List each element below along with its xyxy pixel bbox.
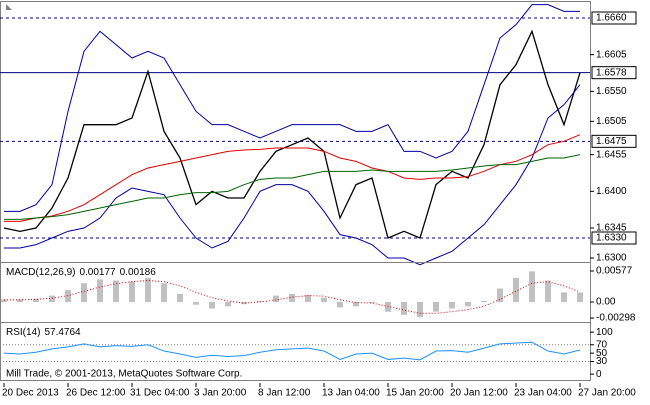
histogram-bar xyxy=(545,280,551,303)
y-tick-label: 0.00 xyxy=(596,297,616,308)
x-tick-label: 15 Jan 20:00 xyxy=(386,388,444,399)
histogram-bar xyxy=(65,290,71,303)
histogram-bar xyxy=(449,302,455,309)
series-line xyxy=(4,134,581,222)
histogram-bar xyxy=(97,279,103,303)
histogram-bar xyxy=(49,295,55,303)
histogram-bar xyxy=(529,271,535,303)
level-label-box xyxy=(591,11,637,25)
y-tick-label: 1.6455 xyxy=(596,149,627,160)
histogram-bar xyxy=(433,302,439,312)
level-label: 1.6330 xyxy=(596,233,627,244)
x-tick-label: 20 Jan 12:00 xyxy=(450,388,508,399)
histogram-bar xyxy=(145,277,151,303)
series-line xyxy=(3,29,581,239)
histogram-bar xyxy=(385,302,391,312)
y-tick-label: 1.6505 xyxy=(596,116,627,127)
y-tick-label: 70 xyxy=(596,339,608,350)
histogram-bar xyxy=(337,302,343,308)
level-label-box xyxy=(591,231,637,245)
y-tick-label: 30 xyxy=(596,356,608,367)
x-tick-label: 27 Jan 20:00 xyxy=(578,388,636,399)
y-tick-label: 1.6400 xyxy=(596,186,627,197)
histogram-bar xyxy=(497,288,503,303)
chart-icon xyxy=(6,4,12,10)
histogram-bar xyxy=(129,281,135,303)
indicator-value: MACD(12,26,9) xyxy=(6,267,75,278)
indicator-value: 57.4764 xyxy=(44,327,81,338)
histogram-bar xyxy=(401,302,407,315)
x-tick-label: 3 Jan 20:00 xyxy=(194,388,247,399)
level-label: 1.6475 xyxy=(596,136,627,147)
histogram-bar xyxy=(241,302,247,305)
histogram-bar xyxy=(289,293,295,303)
y-tick-label: 50 xyxy=(596,348,608,359)
panel-frame xyxy=(0,322,591,381)
y-tick-label: 100 xyxy=(596,327,613,338)
y-tick-label: 1.6550 xyxy=(596,86,627,97)
x-tick-label: 13 Jan 04:00 xyxy=(322,388,380,399)
series-line xyxy=(4,84,581,266)
y-tick-label: 0 xyxy=(596,369,602,380)
indicator-value: 0.00177 xyxy=(79,267,116,278)
x-tick-label: 23 Jan 04:00 xyxy=(514,388,572,399)
x-tick-label: 8 Jan 12:00 xyxy=(258,388,311,399)
histogram-bar xyxy=(321,297,327,303)
level-label-box xyxy=(591,66,637,80)
level-label: 1.6578 xyxy=(596,67,627,78)
x-tick-label: 20 Dec 2013 xyxy=(2,388,59,399)
histogram-bar xyxy=(465,302,471,307)
histogram-bar xyxy=(161,283,167,303)
indicator-title: RSI(14) 57.4764 xyxy=(6,327,81,338)
histogram-bar xyxy=(33,298,39,303)
level-label: 1.6660 xyxy=(596,13,627,24)
histogram-bar xyxy=(81,283,87,303)
histogram-bar xyxy=(417,302,423,318)
histogram-bar xyxy=(177,293,183,303)
histogram-bar xyxy=(273,295,279,303)
y-tick-label: 1.6345 xyxy=(596,223,627,234)
histogram-bar xyxy=(209,302,215,309)
level-label-box xyxy=(591,134,637,148)
histogram-bar xyxy=(577,292,583,303)
histogram-bar xyxy=(17,299,23,303)
histogram-bar xyxy=(225,302,231,307)
histogram-bar xyxy=(481,300,487,303)
histogram-bar xyxy=(353,302,359,307)
histogram-bar xyxy=(193,302,199,305)
histogram-bar xyxy=(113,280,119,303)
histogram-bar xyxy=(1,299,7,303)
histogram-bar xyxy=(561,292,567,303)
y-tick-label: 1.6605 xyxy=(596,49,627,60)
y-tick-label: 0.00577 xyxy=(596,266,633,277)
histogram-bar xyxy=(257,300,263,303)
series-line xyxy=(4,154,581,220)
indicator-value: RSI(14) xyxy=(6,327,40,338)
histogram-bar xyxy=(369,302,375,304)
x-tick-label: 31 Dec 04:00 xyxy=(130,388,190,399)
series-line xyxy=(3,341,581,361)
indicator-value: 0.00186 xyxy=(120,267,157,278)
histogram-bar xyxy=(305,295,311,303)
y-tick-label: 1.6300 xyxy=(596,253,627,264)
indicator-title: MACD(12,26,9) 0.00177 0.00186 xyxy=(6,267,156,278)
x-tick-label: 26 Dec 12:00 xyxy=(66,388,126,399)
y-tick-label: -0.00298 xyxy=(596,313,636,324)
copyright: Mill Trade, © 2001-2013, MetaQuotes Soft… xyxy=(6,369,242,380)
histogram-bar xyxy=(513,277,519,303)
series-line xyxy=(4,4,580,212)
